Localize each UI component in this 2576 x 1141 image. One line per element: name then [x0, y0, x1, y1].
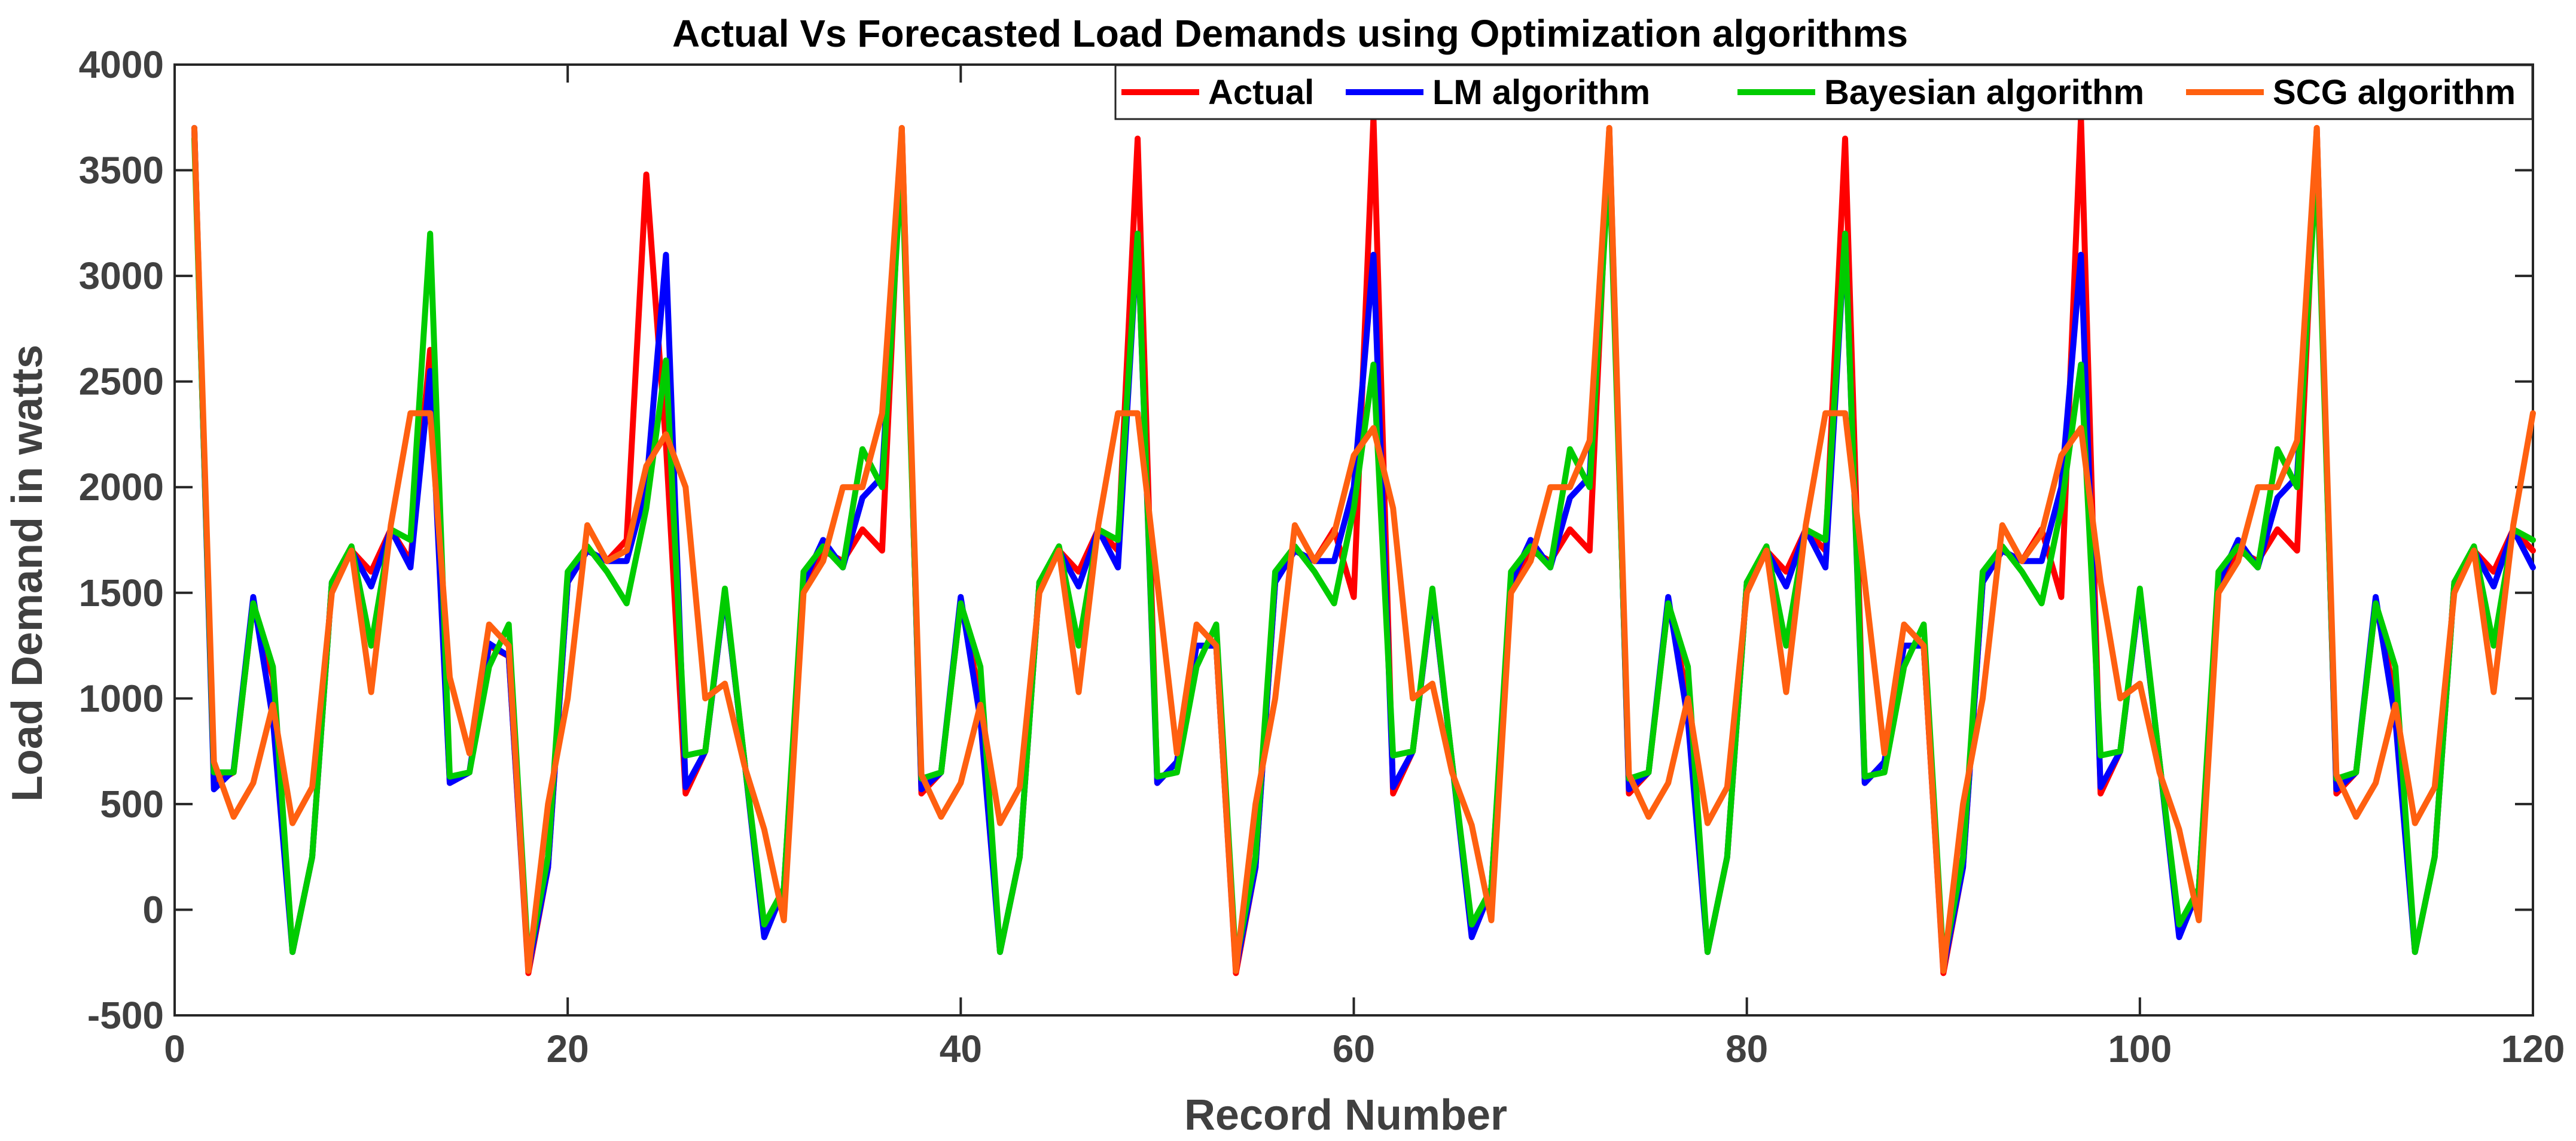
- y-tick-label: 1000: [79, 677, 164, 720]
- legend-label-bayesian-algorithm: Bayesian algorithm: [1824, 73, 2144, 112]
- x-tick-label: 80: [1726, 1027, 1768, 1070]
- legend-label-scg-algorithm: SCG algorithm: [2273, 73, 2516, 112]
- x-tick-label: 100: [2108, 1027, 2172, 1070]
- y-tick-label: 2000: [79, 465, 164, 509]
- x-axis-label: Record Number: [1184, 1091, 1507, 1139]
- series-line-scg-algorithm: [191, 124, 2536, 974]
- chart-title: Actual Vs Forecasted Load Demands using …: [672, 12, 1908, 55]
- y-tick-label: 1500: [79, 571, 164, 614]
- x-tick-label: 40: [940, 1027, 982, 1070]
- plot-area: 0 20 40 60 80 100 120-500050010001500200025003…: [79, 43, 2565, 1070]
- y-tick-label: 2500: [79, 360, 164, 403]
- x-tick-label: 120: [2501, 1027, 2565, 1070]
- y-tick-label: 3500: [79, 149, 164, 192]
- y-tick-label: -500: [87, 994, 164, 1037]
- x-tick-label: 60: [1333, 1027, 1375, 1070]
- x-tick-label: 0: [164, 1027, 185, 1070]
- legend-label-actual: Actual: [1208, 73, 1314, 112]
- y-tick-label: 500: [100, 783, 164, 826]
- legend-label-lm-algorithm: LM algorithm: [1432, 73, 1650, 112]
- y-tick-label: 0: [142, 888, 164, 931]
- y-tick-label: 3000: [79, 254, 164, 297]
- x-tick-label: 20: [547, 1027, 589, 1070]
- y-axis-label: Load Demand in watts: [4, 345, 51, 802]
- y-tick-label: 4000: [79, 43, 164, 86]
